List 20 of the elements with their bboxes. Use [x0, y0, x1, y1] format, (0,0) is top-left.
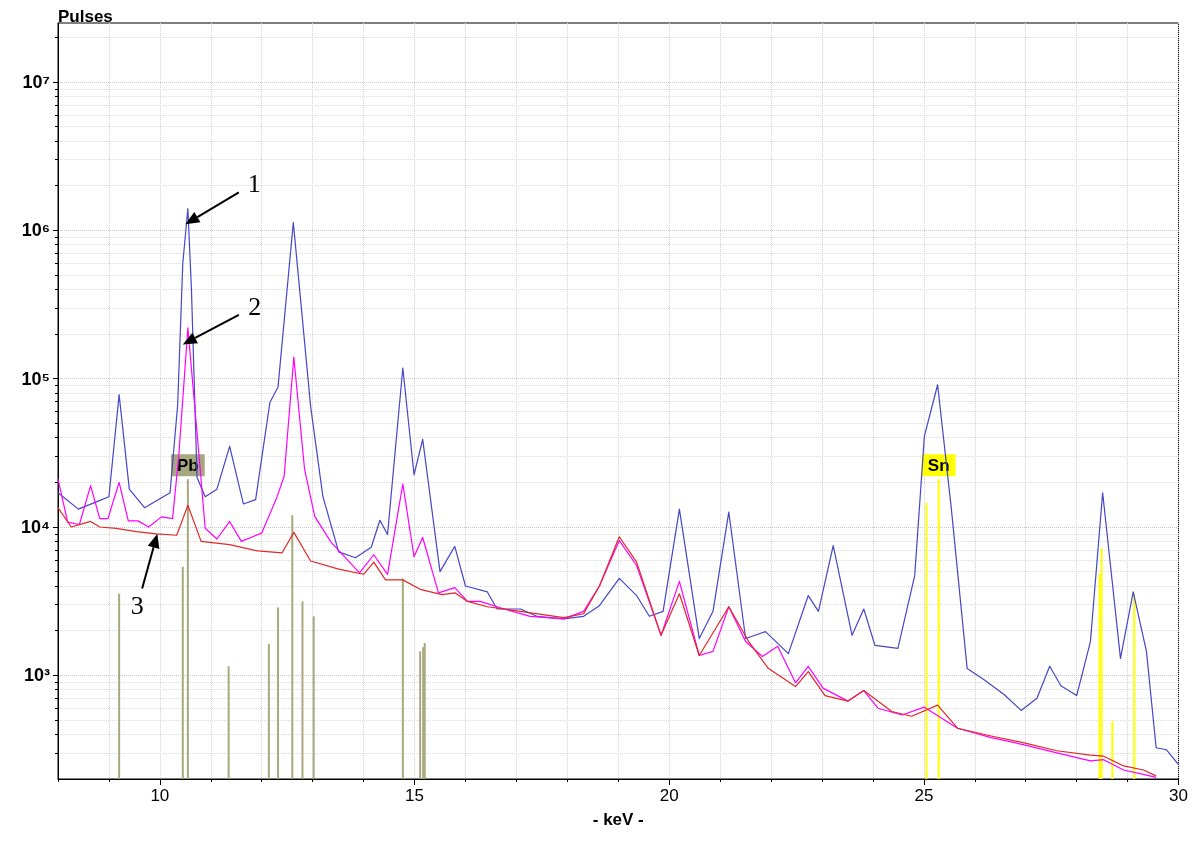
annotation: 2: [248, 291, 262, 321]
y-tick-label: 10⁵: [21, 368, 50, 389]
y-tick-label: 10⁶: [21, 220, 50, 241]
x-tick-label: 15: [405, 786, 424, 805]
y-tick-label: 10⁷: [22, 72, 50, 93]
x-axis-title: - keV -: [592, 810, 644, 829]
annotation: 1: [247, 168, 261, 198]
line-series: [57, 327, 1157, 779]
line-series: [57, 504, 1157, 777]
x-tick-label: 20: [659, 786, 679, 805]
x-tick-label: 30: [1169, 786, 1189, 805]
series-label: Pb: [177, 456, 199, 476]
annotation: 3: [130, 591, 144, 621]
series-label: Sn: [927, 456, 950, 476]
line-series: [57, 208, 1180, 766]
y-tick-label: 10³: [23, 665, 51, 686]
y-axis-title: Pulses: [58, 7, 113, 26]
y-tick-label: 10⁴: [21, 517, 50, 537]
x-tick-label: 10: [150, 786, 170, 805]
x-tick-label: 25: [914, 786, 934, 805]
